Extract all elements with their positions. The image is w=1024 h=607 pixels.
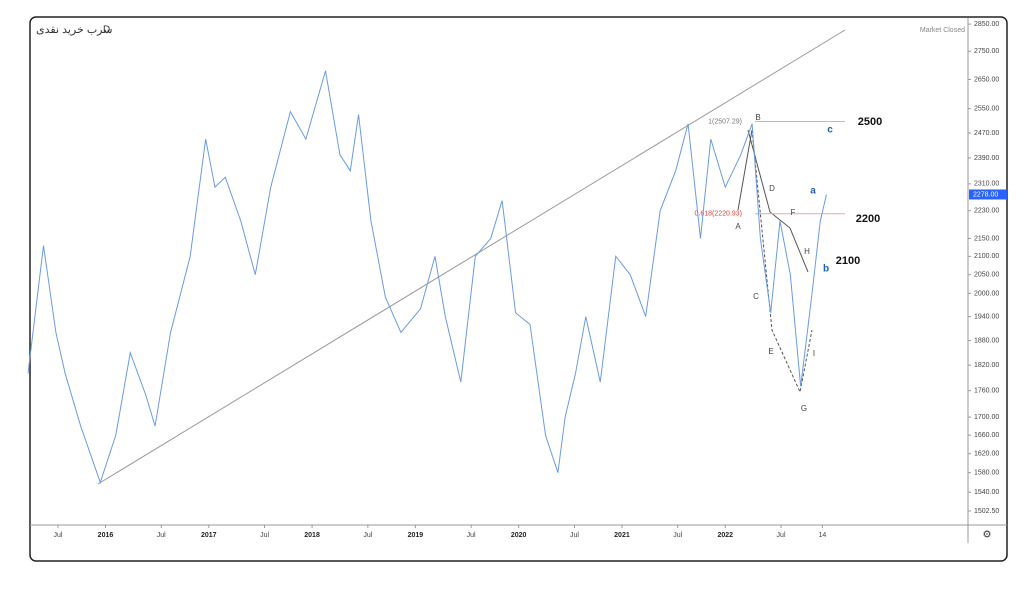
- x-tick-label: Jul: [777, 532, 786, 539]
- y-tick-label: 1580.00: [974, 470, 999, 477]
- last-price-tag: [969, 189, 1007, 200]
- y-tick-label: 1502.50: [974, 508, 999, 515]
- fib-label: 0.618(2220.93): [695, 211, 742, 218]
- annotation: 2200: [856, 213, 880, 225]
- y-tick-label: 1620.00: [974, 451, 999, 458]
- annotation: G: [801, 404, 807, 413]
- trendline: [97, 29, 846, 485]
- annotation: H: [804, 247, 810, 256]
- annotation: I: [813, 349, 815, 358]
- x-tick-label: 2022: [717, 532, 733, 539]
- x-tick-label: 14: [818, 532, 826, 539]
- annotation: c: [827, 125, 833, 136]
- x-tick-label: 2016: [98, 532, 114, 539]
- x-tick-label: 2018: [304, 532, 320, 539]
- x-tick-label: Jul: [363, 532, 372, 539]
- x-tick-label: 2020: [511, 532, 527, 539]
- market-status: Market Closed: [920, 27, 965, 34]
- y-tick-label: 1820.00: [974, 362, 999, 369]
- x-tick-label: Jul: [673, 532, 682, 539]
- x-tick-label: Jul: [157, 532, 166, 539]
- y-tick-label: 2230.00: [974, 208, 999, 215]
- wave-line: [737, 129, 753, 211]
- y-tick-label: 2750.00: [974, 48, 999, 55]
- y-tick-label: 2390.00: [974, 155, 999, 162]
- annotation: 2100: [836, 255, 860, 267]
- y-tick-label: 1660.00: [974, 432, 999, 439]
- y-tick-label: 1940.00: [974, 313, 999, 320]
- annotation: 2500: [858, 116, 882, 128]
- settings-icon[interactable]: ⚙: [983, 530, 992, 541]
- annotation: B: [755, 113, 760, 122]
- x-tick-label: 2019: [408, 532, 424, 539]
- y-tick-label: 2100.00: [974, 253, 999, 260]
- annotation: A: [735, 222, 741, 231]
- annotation: F: [791, 208, 796, 217]
- annotation: b: [823, 264, 829, 275]
- y-tick-label: 2550.00: [974, 106, 999, 113]
- y-tick-label: 1880.00: [974, 337, 999, 344]
- chart-title: سرب خرید نقدی: [36, 24, 112, 36]
- x-tick-label: Jul: [570, 532, 579, 539]
- y-tick-label: 1540.00: [974, 489, 999, 496]
- x-tick-label: Jul: [53, 532, 62, 539]
- last-price-label: 2278.00: [973, 191, 998, 198]
- y-tick-label: 2470.00: [974, 130, 999, 137]
- y-tick-label: 2650.00: [974, 76, 999, 83]
- annotation: D: [769, 184, 775, 193]
- x-tick-label: 2021: [614, 532, 630, 539]
- y-tick-label: 2000.00: [974, 290, 999, 297]
- x-tick-label: Jul: [467, 532, 476, 539]
- y-tick-label: 1700.00: [974, 414, 999, 421]
- y-tick-label: 2850.00: [974, 21, 999, 28]
- y-tick-label: 2050.00: [974, 272, 999, 279]
- x-tick-label: 2017: [201, 532, 217, 539]
- annotation: a: [810, 186, 816, 197]
- y-tick-label: 1760.00: [974, 388, 999, 395]
- x-tick-label: Jul: [260, 532, 269, 539]
- frame: [29, 16, 1008, 562]
- annotation: C: [753, 292, 759, 301]
- annotation: E: [768, 347, 773, 356]
- y-tick-label: 2310.00: [974, 181, 999, 188]
- interval: D: [103, 25, 110, 36]
- y-tick-label: 2150.00: [974, 235, 999, 242]
- price-line: [27, 70, 827, 484]
- wave-line: [751, 129, 813, 394]
- wave-line: [747, 129, 809, 273]
- fib-label: 1(2507.29): [708, 118, 742, 125]
